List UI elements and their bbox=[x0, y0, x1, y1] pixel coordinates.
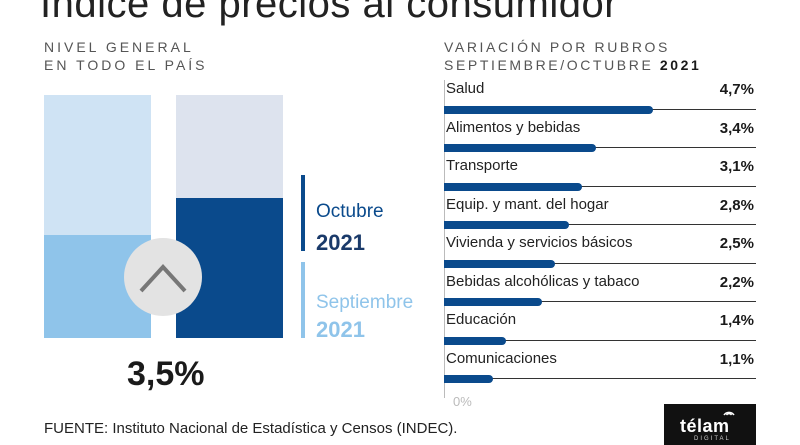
right-subtitle: VARIACIÓN POR RUBROS SEPTIEMBRE/OCTUBRE … bbox=[444, 38, 701, 74]
september-legend-marker bbox=[301, 262, 305, 338]
category-row: Salud 4,7% bbox=[444, 80, 756, 119]
category-axis-line bbox=[444, 378, 756, 379]
october-legend-year: 2021 bbox=[316, 230, 365, 255]
left-subtitle: NIVEL GENERAL EN TODO EL PAÍS bbox=[44, 38, 284, 74]
zero-axis bbox=[444, 80, 445, 398]
category-row: Educación 1,4% bbox=[444, 311, 756, 350]
general-value: 3,5% bbox=[127, 355, 205, 393]
category-label: Vivienda y servicios básicos bbox=[446, 234, 633, 251]
category-row: Vivienda y servicios básicos 2,5% bbox=[444, 234, 756, 273]
logo-subtext: DIGITAL bbox=[694, 436, 731, 442]
left-subtitle-line-1: NIVEL GENERAL bbox=[44, 39, 194, 55]
category-row: Equip. y mant. del hogar 2,8% bbox=[444, 196, 756, 235]
category-axis-line bbox=[444, 185, 756, 187]
right-subtitle-line-2: SEPTIEMBRE/OCTUBRE 2021 bbox=[444, 56, 701, 74]
category-bar bbox=[444, 144, 596, 152]
category-value: 2,5% bbox=[719, 235, 754, 252]
right-subtitle-period: SEPTIEMBRE/OCTUBRE bbox=[444, 57, 654, 73]
signal-icon bbox=[723, 411, 735, 416]
category-bar bbox=[444, 105, 654, 114]
category-label: Bebidas alcohólicas y tabaco bbox=[446, 272, 640, 290]
category-value: 1,1% bbox=[719, 350, 754, 368]
category-value: 3,1% bbox=[719, 158, 754, 175]
category-label: Transporte bbox=[446, 157, 518, 174]
september-legend-year: 2021 bbox=[316, 317, 365, 342]
category-chart: Salud 4,7% Alimentos y bebidas 3,4% Transpor… bbox=[444, 80, 756, 388]
category-row: Comunicaciones 1,1% bbox=[444, 350, 756, 389]
category-bar bbox=[444, 298, 543, 306]
october-legend-label: Octubre bbox=[316, 201, 384, 222]
left-subtitle-line-2: EN TODO EL PAÍS bbox=[44, 57, 208, 73]
category-value: 3,4% bbox=[719, 119, 754, 137]
category-label: Educación bbox=[446, 311, 517, 328]
category-bar bbox=[444, 375, 494, 383]
category-label: Equip. y mant. del hogar bbox=[446, 195, 609, 213]
category-value: 2,2% bbox=[719, 273, 754, 291]
right-subtitle-year: 2021 bbox=[659, 57, 702, 73]
category-bar bbox=[444, 182, 583, 191]
category-label: Alimentos y bebidas bbox=[446, 118, 581, 136]
zero-label: 0% bbox=[453, 394, 472, 409]
category-value: 1,4% bbox=[719, 312, 754, 329]
october-bar-background bbox=[176, 95, 283, 198]
october-legend-marker bbox=[301, 175, 305, 251]
category-row: Bebidas alcohólicas y tabaco 2,2% bbox=[444, 273, 756, 312]
category-bar bbox=[444, 336, 507, 345]
category-axis-line bbox=[444, 301, 756, 302]
page-title: Índice de precios al consumidor bbox=[40, 0, 619, 26]
telam-logo: télam DIGITAL bbox=[664, 404, 756, 445]
right-subtitle-line-1: VARIACIÓN POR RUBROS bbox=[444, 39, 670, 55]
category-bar bbox=[444, 259, 556, 268]
category-value: 2,8% bbox=[719, 196, 754, 214]
category-label: Comunicaciones bbox=[446, 349, 557, 367]
category-label: Salud bbox=[446, 80, 485, 97]
category-row: Alimentos y bebidas 3,4% bbox=[444, 119, 756, 158]
category-row: Transporte 3,1% bbox=[444, 157, 756, 196]
category-value: 4,7% bbox=[719, 81, 754, 98]
category-axis-line bbox=[444, 262, 756, 264]
logo-text: télam bbox=[680, 416, 730, 436]
chevron-up-icon bbox=[124, 238, 202, 316]
category-axis-line bbox=[444, 339, 756, 341]
source-note: FUENTE: Instituto Nacional de Estadístic… bbox=[44, 420, 458, 437]
september-bar-background bbox=[44, 95, 151, 235]
september-legend-label: Septiembre bbox=[316, 292, 414, 313]
category-axis-line bbox=[444, 147, 756, 148]
category-bar bbox=[444, 221, 569, 229]
category-axis-line bbox=[444, 224, 756, 225]
